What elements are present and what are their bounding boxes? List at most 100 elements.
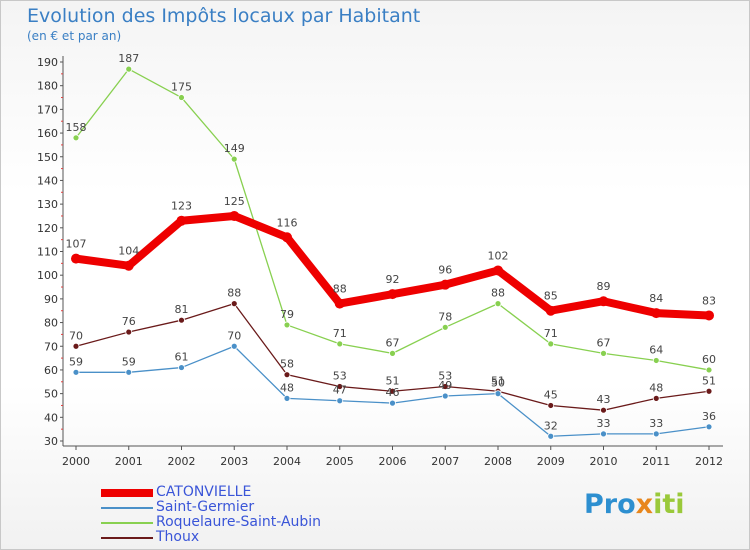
data-label: 71 — [544, 327, 558, 340]
data-point — [336, 397, 344, 405]
data-label: 51 — [491, 374, 505, 387]
data-label: 48 — [280, 381, 294, 394]
data-label: 59 — [69, 355, 83, 368]
data-label: 47 — [333, 384, 347, 397]
data-point — [652, 394, 660, 402]
y-tick-label: 170 — [37, 103, 58, 116]
legend-swatch — [101, 488, 153, 497]
data-point — [230, 342, 238, 350]
y-tick-label: 90 — [44, 293, 58, 306]
data-point — [441, 392, 449, 400]
data-point — [440, 279, 451, 290]
data-label: 123 — [171, 200, 192, 213]
data-label: 51 — [702, 374, 716, 387]
data-point — [178, 316, 185, 324]
x-tick-label: 2009 — [537, 455, 565, 468]
data-point — [652, 357, 660, 364]
data-label: 70 — [227, 329, 241, 342]
data-point — [178, 94, 185, 101]
data-label: 33 — [649, 417, 663, 430]
data-point — [125, 65, 133, 73]
x-tick-label: 2001 — [115, 455, 143, 468]
data-point — [283, 394, 291, 402]
data-label: 149 — [224, 142, 245, 155]
data-point — [652, 430, 660, 438]
data-point — [705, 366, 713, 374]
data-point — [651, 308, 662, 319]
legend-label: CATONVIELLE — [156, 484, 252, 500]
data-point — [71, 253, 81, 264]
x-tick-label: 2008 — [484, 455, 512, 468]
chart-subtitle: (en € et par an) — [27, 29, 122, 43]
data-label: 85 — [544, 290, 558, 303]
y-tick-label: 120 — [37, 222, 58, 235]
data-label: 45 — [544, 388, 558, 401]
data-label: 51 — [386, 374, 400, 387]
data-label: 88 — [227, 287, 241, 300]
data-label: 79 — [280, 308, 294, 321]
data-point — [123, 260, 134, 271]
y-tick-label: 40 — [44, 411, 58, 424]
data-label: 46 — [386, 386, 400, 399]
data-point — [334, 298, 345, 309]
y-tick-label: 50 — [44, 388, 58, 401]
data-point — [389, 399, 396, 407]
data-label: 175 — [171, 81, 192, 94]
y-tick-label: 100 — [37, 269, 58, 282]
data-point — [387, 289, 398, 300]
series-line-roquelaure-saint-aubin — [75, 68, 710, 371]
data-label: 43 — [597, 393, 611, 406]
y-tick-label: 70 — [44, 340, 58, 353]
data-label: 71 — [333, 327, 347, 340]
data-label: 50 — [491, 377, 505, 390]
y-tick-label: 130 — [37, 198, 58, 211]
data-label: 60 — [702, 353, 716, 366]
x-tick-label: 2003 — [220, 455, 248, 468]
data-label: 81 — [175, 303, 189, 316]
data-label: 89 — [597, 280, 611, 293]
data-label: 125 — [224, 195, 245, 208]
data-point — [283, 371, 291, 379]
data-label: 78 — [438, 310, 452, 323]
data-point — [72, 342, 80, 350]
logo-part-2: x — [635, 489, 654, 520]
legend-swatch — [101, 536, 153, 539]
data-label: 187 — [118, 52, 139, 65]
data-point — [283, 321, 291, 329]
data-point — [125, 368, 133, 376]
data-label: 158 — [66, 121, 87, 134]
data-label: 70 — [69, 329, 83, 342]
y-tick-label: 30 — [44, 435, 58, 448]
y-tick-label: 140 — [37, 174, 58, 187]
data-point — [705, 423, 713, 431]
data-label: 107 — [66, 238, 87, 251]
data-point — [336, 383, 344, 390]
data-label: 116 — [277, 216, 298, 229]
y-tick-label: 60 — [44, 364, 58, 377]
data-label: 53 — [438, 370, 452, 383]
data-label: 36 — [702, 410, 716, 423]
data-label: 88 — [491, 287, 505, 300]
data-label: 33 — [597, 417, 611, 430]
data-point — [493, 265, 503, 276]
data-point — [230, 155, 238, 163]
data-label: 32 — [544, 419, 558, 432]
legend-label: Roquelaure-Saint-Aubin — [156, 514, 322, 530]
data-label: 102 — [488, 249, 509, 262]
data-label: 83 — [702, 294, 716, 307]
data-point — [176, 215, 187, 226]
data-point — [547, 340, 555, 348]
data-point — [600, 349, 607, 357]
data-label: 96 — [438, 264, 452, 277]
data-point — [282, 232, 292, 243]
x-tick-label: 2007 — [431, 455, 459, 468]
data-point — [125, 328, 133, 336]
data-label: 67 — [597, 336, 611, 349]
data-point — [704, 310, 714, 321]
legend-label: Thoux — [156, 529, 200, 545]
data-point — [494, 390, 502, 398]
data-point — [545, 305, 556, 316]
data-label: 61 — [175, 351, 189, 364]
